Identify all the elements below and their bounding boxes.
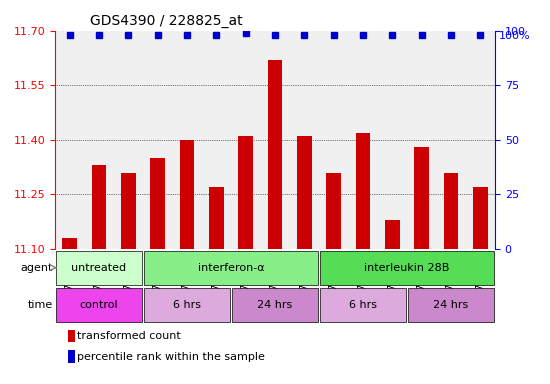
Bar <box>444 172 458 249</box>
Text: 24 hrs: 24 hrs <box>257 300 293 310</box>
FancyBboxPatch shape <box>321 288 405 322</box>
Bar <box>180 140 194 249</box>
Text: GDS4390 / 228825_at: GDS4390 / 228825_at <box>90 14 243 28</box>
Bar <box>92 165 106 249</box>
Text: 24 hrs: 24 hrs <box>433 300 469 310</box>
Bar <box>473 187 488 249</box>
Text: interleukin 28B: interleukin 28B <box>364 263 450 273</box>
Bar <box>68 330 75 342</box>
Bar <box>356 132 370 249</box>
Text: 100%: 100% <box>499 31 531 41</box>
FancyBboxPatch shape <box>233 288 317 322</box>
Bar <box>414 147 429 249</box>
FancyBboxPatch shape <box>57 251 141 285</box>
Bar <box>297 136 312 249</box>
FancyBboxPatch shape <box>145 251 317 285</box>
Text: time: time <box>28 300 53 310</box>
Text: percentile rank within the sample: percentile rank within the sample <box>77 352 265 362</box>
FancyBboxPatch shape <box>145 288 229 322</box>
Text: transformed count: transformed count <box>77 331 181 341</box>
Bar <box>268 60 282 249</box>
Text: 6 hrs: 6 hrs <box>349 300 377 310</box>
Text: 6 hrs: 6 hrs <box>173 300 201 310</box>
FancyBboxPatch shape <box>409 288 493 322</box>
Bar <box>62 238 77 249</box>
Bar <box>68 351 75 363</box>
Text: untreated: untreated <box>72 263 126 273</box>
Text: agent: agent <box>20 263 53 273</box>
Bar <box>121 172 136 249</box>
FancyBboxPatch shape <box>57 288 141 322</box>
Bar <box>385 220 400 249</box>
Bar <box>238 136 253 249</box>
FancyBboxPatch shape <box>321 251 493 285</box>
Bar <box>326 172 341 249</box>
Bar <box>209 187 224 249</box>
Text: control: control <box>80 300 118 310</box>
Bar <box>150 158 165 249</box>
Text: interferon-α: interferon-α <box>197 263 265 273</box>
